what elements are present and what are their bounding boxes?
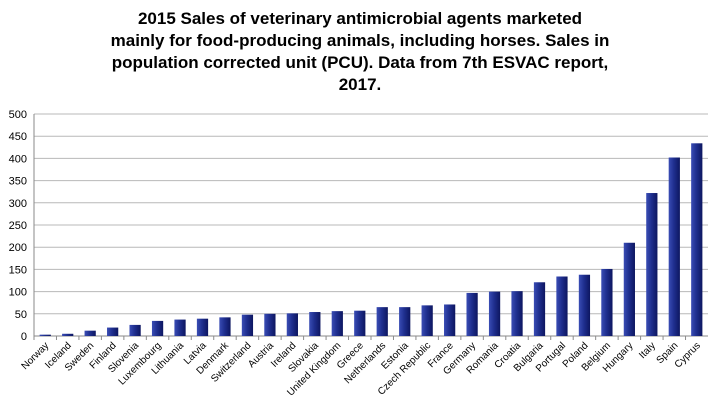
bar-netherlands xyxy=(376,307,388,336)
bar-switzerland xyxy=(241,314,254,336)
bar-slovenia xyxy=(129,324,141,336)
y-tick-label: 100 xyxy=(9,287,27,299)
bar-denmark xyxy=(219,317,231,336)
bar-belgium xyxy=(601,268,613,336)
bar-spain xyxy=(668,157,680,336)
bar-romania xyxy=(488,291,501,336)
chart-title: 2015 Sales of veterinary antimicrobial a… xyxy=(110,9,610,94)
y-tick-label: 150 xyxy=(9,264,27,276)
x-tick-labels: NorwayIcelandSwedenFinlandSloveniaLuxemb… xyxy=(20,340,703,399)
gridlines xyxy=(34,113,708,337)
bar-greece xyxy=(354,310,366,336)
bar-slovakia xyxy=(309,312,321,336)
bar-hungary xyxy=(623,242,635,336)
bar-poland xyxy=(578,274,591,336)
bar-croatia xyxy=(511,291,523,336)
bar-italy xyxy=(646,193,658,336)
bar-finland xyxy=(107,327,119,336)
bar-luxembourg xyxy=(151,320,164,336)
y-tick-label: 0 xyxy=(21,331,27,343)
y-tick-label: 400 xyxy=(9,153,27,165)
bar-austria xyxy=(264,313,276,336)
bar-portugal xyxy=(556,276,568,336)
bar-united-kingdom xyxy=(331,311,343,336)
bar-norway xyxy=(39,334,51,336)
y-tick-label: 450 xyxy=(9,131,27,143)
y-tick-label: 250 xyxy=(9,220,27,232)
y-tick-label: 200 xyxy=(9,242,27,254)
bars xyxy=(39,143,703,336)
bar-sweden xyxy=(84,330,96,336)
y-tick-label: 500 xyxy=(9,109,27,121)
bar-germany xyxy=(466,292,478,336)
axes xyxy=(33,114,708,340)
y-tick-label: 300 xyxy=(9,198,27,210)
x-tick-label: Cyprus xyxy=(673,340,703,370)
bar-france xyxy=(444,304,456,336)
bar-lithuania xyxy=(174,319,186,336)
bar-latvia xyxy=(196,318,209,336)
bar-czech-republic xyxy=(421,305,433,336)
bar-iceland xyxy=(62,333,74,336)
y-tick-label: 350 xyxy=(9,176,27,188)
y-tick-label: 50 xyxy=(15,309,27,321)
bar-cyprus xyxy=(691,143,703,336)
bar-ireland xyxy=(286,313,298,336)
bar-bulgaria xyxy=(533,282,546,336)
bar-estonia xyxy=(399,307,411,336)
y-tick-labels: 0 50 100 150 200 250 300 350 400 450 500 xyxy=(9,109,27,343)
